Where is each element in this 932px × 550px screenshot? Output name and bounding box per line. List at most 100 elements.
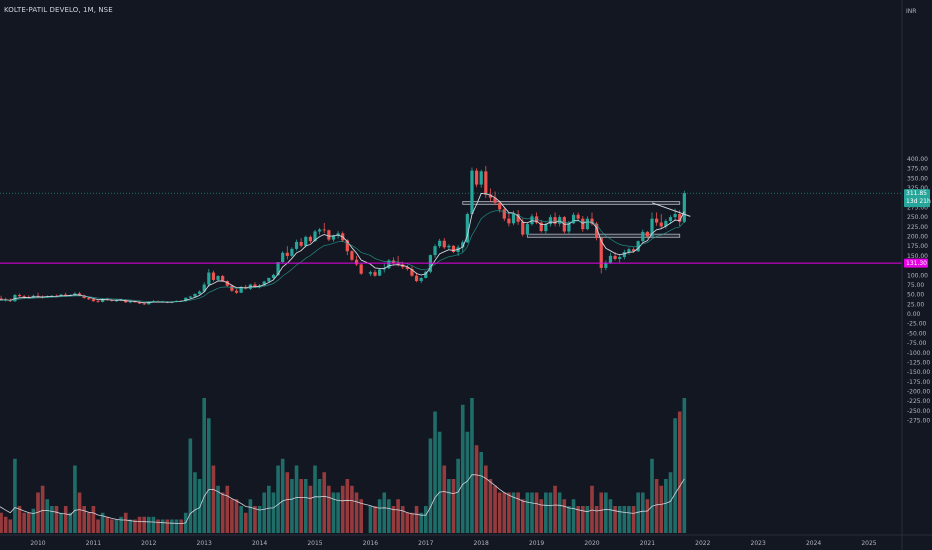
volume-bar (8, 519, 13, 533)
candle-body (281, 252, 285, 263)
volume-bar (474, 445, 479, 533)
price-tick-label: -225.00 (907, 398, 930, 405)
time-tick-label: 2015 (307, 540, 322, 547)
volume-bar (410, 512, 414, 533)
last-price-tag: 311.85 13d 21h (904, 189, 931, 208)
volume-bar (502, 492, 507, 533)
volume-bar (285, 472, 290, 533)
candle-body (595, 223, 599, 239)
time-tick-label: 2025 (861, 540, 876, 547)
volume-bar (562, 499, 567, 533)
candle-body (498, 202, 502, 210)
candle-body (479, 171, 483, 185)
candle-body (465, 214, 469, 243)
candle-body (313, 231, 317, 242)
time-tick-label: 2011 (86, 540, 101, 547)
volume-bar (100, 512, 105, 533)
price-tick-label: 250.00 (907, 214, 928, 221)
candle-body (590, 218, 594, 224)
candle-body (682, 193, 686, 222)
price-tick-label: 275.00 (907, 204, 928, 211)
candle-body (405, 267, 409, 270)
volume-bar (627, 506, 631, 533)
volume-bar (119, 516, 123, 533)
support-resistance-zone (526, 233, 681, 238)
volume-bar (91, 506, 96, 533)
volume-bar (405, 512, 410, 533)
volume-bar (170, 519, 174, 533)
volume-bar (147, 516, 151, 533)
volume-bar (202, 398, 206, 533)
countdown-value: 13d 21h (906, 198, 931, 205)
volume-bar (530, 492, 534, 533)
volume-bar (640, 492, 645, 533)
candle-body (304, 236, 308, 246)
candle-body (331, 235, 336, 240)
volume-bar (211, 465, 216, 533)
candle-body (91, 299, 95, 302)
candle-body (530, 216, 534, 225)
volume-bar (331, 492, 336, 533)
candle-body (622, 252, 626, 258)
volume-bar (511, 492, 516, 533)
candle-body (368, 272, 372, 274)
candle-body (650, 218, 654, 237)
price-tick-label: 100.00 (907, 272, 928, 279)
candle-body (461, 242, 465, 248)
volume-bar (257, 506, 262, 533)
candle-body (387, 260, 391, 269)
trendline[interactable] (651, 202, 691, 217)
volume-bar (650, 458, 654, 533)
candle-body (193, 293, 197, 297)
volume-bar (456, 458, 460, 533)
volume-bar (377, 499, 382, 533)
volume-bar (391, 506, 396, 533)
volume-bar (262, 492, 267, 533)
candle-body (618, 257, 622, 259)
volume-bar (165, 519, 170, 533)
time-tick-label: 2014 (252, 540, 267, 547)
volume-bar (345, 479, 350, 533)
candle-body (553, 217, 557, 224)
volume-bar (479, 452, 483, 533)
volume-bar (248, 499, 253, 533)
volume-bar (604, 492, 608, 533)
price-tick-label: 150.00 (907, 253, 928, 260)
volume-bar (387, 499, 391, 533)
price-tick-label: 75.00 (907, 282, 924, 289)
volume-bar (520, 499, 525, 533)
candle-body (271, 274, 276, 278)
time-axis[interactable]: 2010 2011 2012 2013 2014 2015 2016 2017 2018 2019… (30, 540, 876, 547)
time-tick-label: 2012 (141, 540, 156, 547)
volume-bar (276, 465, 280, 533)
candle-body (488, 194, 493, 198)
price-tick-label: -125.00 (907, 359, 930, 366)
volume-bar (31, 508, 36, 533)
volume-bar (470, 398, 474, 533)
candle-body (128, 301, 132, 303)
candle-body (424, 271, 428, 278)
volume-bar (354, 492, 359, 533)
price-tick-label: -250.00 (907, 408, 930, 415)
volume-bar (590, 485, 594, 533)
candle-body (604, 262, 608, 268)
volume-bar (151, 516, 156, 533)
candle-body (419, 277, 423, 282)
volume-bar (317, 479, 322, 533)
volume-bar (677, 411, 682, 533)
price-tick-label: -150.00 (907, 369, 930, 376)
candle-body (211, 272, 216, 280)
volume-bar (207, 418, 211, 533)
volume-bar (17, 506, 22, 533)
candlesticks[interactable] (0, 165, 686, 306)
volume-bar (585, 506, 590, 533)
volume-bar (668, 472, 673, 533)
volume-bar (599, 492, 604, 533)
candle-body (234, 290, 239, 293)
candle-body (327, 230, 331, 240)
candle-body (73, 293, 77, 296)
candle-body (451, 245, 456, 252)
volume-bar (253, 506, 257, 533)
volume-bar (45, 499, 50, 533)
